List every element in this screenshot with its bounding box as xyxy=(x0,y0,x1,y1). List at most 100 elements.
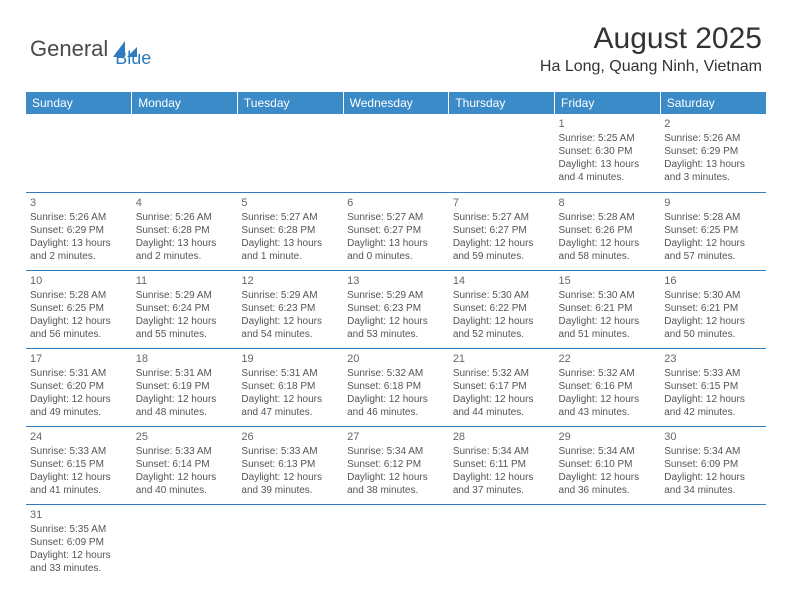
cell-sr: Sunrise: 5:33 AM xyxy=(241,445,339,458)
cell-ss: Sunset: 6:29 PM xyxy=(30,224,128,237)
calendar-cell: 7Sunrise: 5:27 AMSunset: 6:27 PMDaylight… xyxy=(449,192,555,270)
cell-ss: Sunset: 6:26 PM xyxy=(559,224,657,237)
cell-d1: Daylight: 12 hours xyxy=(347,471,445,484)
cell-ss: Sunset: 6:19 PM xyxy=(136,380,234,393)
calendar-cell: 24Sunrise: 5:33 AMSunset: 6:15 PMDayligh… xyxy=(26,426,132,504)
cell-d1: Daylight: 12 hours xyxy=(453,237,551,250)
col-friday: Friday xyxy=(555,92,661,114)
cell-d2: and 55 minutes. xyxy=(136,328,234,341)
calendar-cell: 6Sunrise: 5:27 AMSunset: 6:27 PMDaylight… xyxy=(343,192,449,270)
day-number: 28 xyxy=(453,430,551,444)
calendar-row: 10Sunrise: 5:28 AMSunset: 6:25 PMDayligh… xyxy=(26,270,766,348)
cell-sr: Sunrise: 5:29 AM xyxy=(347,289,445,302)
calendar-row: 31Sunrise: 5:35 AMSunset: 6:09 PMDayligh… xyxy=(26,504,766,582)
cell-ss: Sunset: 6:25 PM xyxy=(664,224,762,237)
day-number: 20 xyxy=(347,352,445,366)
cell-sr: Sunrise: 5:30 AM xyxy=(453,289,551,302)
cell-sr: Sunrise: 5:28 AM xyxy=(30,289,128,302)
day-header-row: Sunday Monday Tuesday Wednesday Thursday… xyxy=(26,92,766,114)
calendar-cell: 3Sunrise: 5:26 AMSunset: 6:29 PMDaylight… xyxy=(26,192,132,270)
cell-d2: and 44 minutes. xyxy=(453,406,551,419)
calendar-cell: 14Sunrise: 5:30 AMSunset: 6:22 PMDayligh… xyxy=(449,270,555,348)
cell-d2: and 41 minutes. xyxy=(30,484,128,497)
cell-d2: and 48 minutes. xyxy=(136,406,234,419)
calendar-row: 17Sunrise: 5:31 AMSunset: 6:20 PMDayligh… xyxy=(26,348,766,426)
day-number: 27 xyxy=(347,430,445,444)
day-number: 15 xyxy=(559,274,657,288)
day-number: 18 xyxy=(136,352,234,366)
cell-ss: Sunset: 6:29 PM xyxy=(664,145,762,158)
cell-d1: Daylight: 13 hours xyxy=(30,237,128,250)
cell-sr: Sunrise: 5:32 AM xyxy=(559,367,657,380)
calendar-cell: 26Sunrise: 5:33 AMSunset: 6:13 PMDayligh… xyxy=(237,426,343,504)
calendar-cell: 2Sunrise: 5:26 AMSunset: 6:29 PMDaylight… xyxy=(660,114,766,192)
col-saturday: Saturday xyxy=(660,92,766,114)
cell-sr: Sunrise: 5:31 AM xyxy=(136,367,234,380)
col-monday: Monday xyxy=(132,92,238,114)
col-sunday: Sunday xyxy=(26,92,132,114)
cell-sr: Sunrise: 5:31 AM xyxy=(30,367,128,380)
cell-ss: Sunset: 6:11 PM xyxy=(453,458,551,471)
cell-d2: and 47 minutes. xyxy=(241,406,339,419)
cell-d1: Daylight: 12 hours xyxy=(347,393,445,406)
cell-ss: Sunset: 6:13 PM xyxy=(241,458,339,471)
cell-ss: Sunset: 6:25 PM xyxy=(30,302,128,315)
calendar-cell xyxy=(449,504,555,582)
calendar-cell: 15Sunrise: 5:30 AMSunset: 6:21 PMDayligh… xyxy=(555,270,661,348)
cell-d1: Daylight: 12 hours xyxy=(664,315,762,328)
calendar-cell: 30Sunrise: 5:34 AMSunset: 6:09 PMDayligh… xyxy=(660,426,766,504)
calendar-cell: 9Sunrise: 5:28 AMSunset: 6:25 PMDaylight… xyxy=(660,192,766,270)
cell-ss: Sunset: 6:23 PM xyxy=(347,302,445,315)
cell-d1: Daylight: 12 hours xyxy=(30,393,128,406)
location-text: Ha Long, Quang Ninh, Vietnam xyxy=(540,58,762,76)
cell-d1: Daylight: 13 hours xyxy=(559,158,657,171)
cell-ss: Sunset: 6:09 PM xyxy=(664,458,762,471)
calendar-cell xyxy=(26,114,132,192)
brand-part2: Blue xyxy=(115,48,151,69)
cell-d2: and 42 minutes. xyxy=(664,406,762,419)
calendar-cell: 31Sunrise: 5:35 AMSunset: 6:09 PMDayligh… xyxy=(26,504,132,582)
day-number: 3 xyxy=(30,196,128,210)
calendar-cell xyxy=(237,504,343,582)
cell-ss: Sunset: 6:12 PM xyxy=(347,458,445,471)
cell-d1: Daylight: 12 hours xyxy=(241,393,339,406)
cell-sr: Sunrise: 5:33 AM xyxy=(136,445,234,458)
day-number: 24 xyxy=(30,430,128,444)
cell-d2: and 52 minutes. xyxy=(453,328,551,341)
cell-d2: and 54 minutes. xyxy=(241,328,339,341)
cell-sr: Sunrise: 5:27 AM xyxy=(241,211,339,224)
cell-d2: and 53 minutes. xyxy=(347,328,445,341)
cell-d2: and 50 minutes. xyxy=(664,328,762,341)
cell-sr: Sunrise: 5:33 AM xyxy=(664,367,762,380)
cell-d1: Daylight: 12 hours xyxy=(453,393,551,406)
cell-d2: and 40 minutes. xyxy=(136,484,234,497)
cell-sr: Sunrise: 5:32 AM xyxy=(453,367,551,380)
calendar-cell: 8Sunrise: 5:28 AMSunset: 6:26 PMDaylight… xyxy=(555,192,661,270)
col-thursday: Thursday xyxy=(449,92,555,114)
cell-d2: and 43 minutes. xyxy=(559,406,657,419)
cell-d1: Daylight: 12 hours xyxy=(241,471,339,484)
cell-ss: Sunset: 6:21 PM xyxy=(559,302,657,315)
cell-sr: Sunrise: 5:34 AM xyxy=(664,445,762,458)
calendar-cell xyxy=(343,504,449,582)
calendar-cell: 5Sunrise: 5:27 AMSunset: 6:28 PMDaylight… xyxy=(237,192,343,270)
cell-sr: Sunrise: 5:33 AM xyxy=(30,445,128,458)
day-number: 19 xyxy=(241,352,339,366)
day-number: 13 xyxy=(347,274,445,288)
cell-sr: Sunrise: 5:26 AM xyxy=(30,211,128,224)
cell-ss: Sunset: 6:21 PM xyxy=(664,302,762,315)
cell-sr: Sunrise: 5:34 AM xyxy=(559,445,657,458)
cell-sr: Sunrise: 5:34 AM xyxy=(453,445,551,458)
calendar-cell: 11Sunrise: 5:29 AMSunset: 6:24 PMDayligh… xyxy=(132,270,238,348)
cell-d1: Daylight: 12 hours xyxy=(559,393,657,406)
cell-d2: and 57 minutes. xyxy=(664,250,762,263)
cell-d2: and 56 minutes. xyxy=(30,328,128,341)
cell-d2: and 49 minutes. xyxy=(30,406,128,419)
cell-d2: and 0 minutes. xyxy=(347,250,445,263)
cell-d2: and 37 minutes. xyxy=(453,484,551,497)
calendar-cell: 19Sunrise: 5:31 AMSunset: 6:18 PMDayligh… xyxy=(237,348,343,426)
brand-part1: General xyxy=(30,36,108,62)
cell-d1: Daylight: 12 hours xyxy=(559,237,657,250)
cell-ss: Sunset: 6:14 PM xyxy=(136,458,234,471)
calendar-row: 3Sunrise: 5:26 AMSunset: 6:29 PMDaylight… xyxy=(26,192,766,270)
